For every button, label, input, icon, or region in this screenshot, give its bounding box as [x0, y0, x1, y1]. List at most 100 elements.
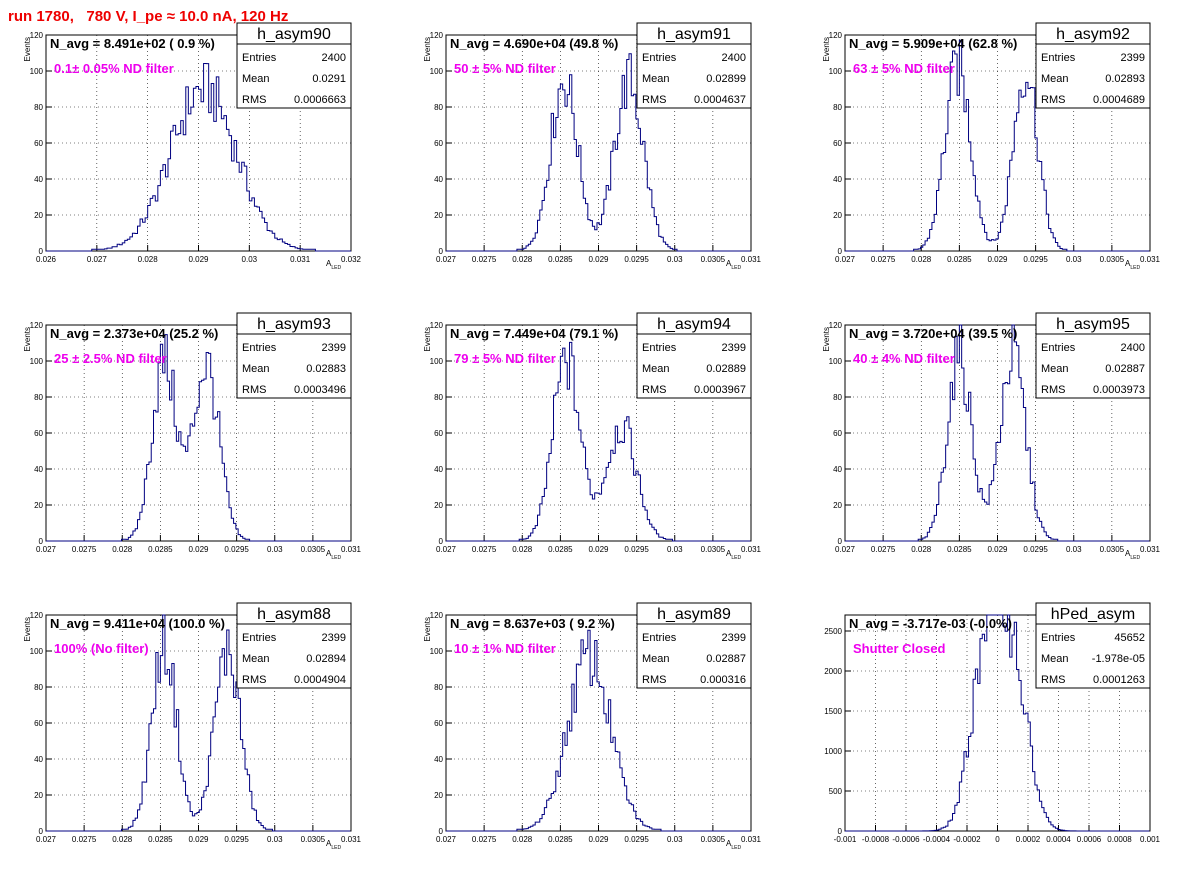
y-tick-label: 40 — [34, 755, 43, 764]
y-tick-label: 0 — [39, 247, 44, 256]
y-tick-label: 40 — [833, 465, 842, 474]
x-tick-label: 0.027 — [436, 255, 457, 264]
stats-key-entries: Entries — [1041, 52, 1076, 64]
filter-label: 79 ± 5% ND filter — [454, 351, 556, 366]
stats-key-entries: Entries — [242, 52, 277, 64]
stats-key-mean: Mean — [1041, 363, 1069, 375]
y-tick-label: 40 — [34, 465, 43, 474]
y-tick-label: 60 — [833, 139, 842, 148]
y-tick-label: 120 — [829, 31, 843, 40]
x-axis-label: ALED — [326, 549, 341, 561]
x-tick-label: 0.0285 — [148, 545, 173, 554]
stats-value-mean: 0.02889 — [706, 363, 746, 375]
filter-label: 50 ± 5% ND filter — [454, 61, 556, 76]
x-tick-label: 0.0305 — [1100, 545, 1125, 554]
histogram-panel-hPed_asym: -0.001 -0.0008 -0.0006 -0.0004 -0.0002 0 0.000… — [824, 602, 1161, 844]
x-tick-label: 0.027 — [36, 545, 57, 554]
x-tick-label: -0.001 — [834, 835, 857, 844]
x-axis-label: ALED — [1125, 549, 1140, 561]
x-tick-label: 0.027 — [436, 835, 457, 844]
x-tick-label: 0.0295 — [1023, 255, 1048, 264]
stats-key-rms: RMS — [242, 384, 266, 396]
histogram-panel-h_asym94: 0.027 0.0275 0.028 0.0285 0.029 0.0295 0.03 0.0… — [423, 312, 762, 561]
histogram-name: h_asym89 — [657, 606, 731, 623]
y-tick-label: 100 — [430, 647, 444, 656]
x-tick-label: 0.0285 — [548, 255, 573, 264]
x-tick-label: 0.0275 — [472, 545, 497, 554]
x-tick-label: 0.028 — [112, 545, 133, 554]
stats-value-entries: 2399 — [1121, 52, 1145, 64]
stats-key-mean: Mean — [242, 653, 270, 665]
x-tick-label: 0.03 — [1066, 545, 1082, 554]
y-tick-label: 20 — [34, 211, 43, 220]
histogram-name: h_asym88 — [257, 606, 331, 623]
histogram-bars — [446, 53, 751, 252]
x-tick-label: 0 — [995, 835, 1000, 844]
stats-value-mean: -1.978e-05 — [1092, 653, 1145, 665]
y-tick-label: 60 — [833, 429, 842, 438]
y-tick-label: 80 — [434, 683, 443, 692]
x-tick-label: 0.031 — [290, 255, 311, 264]
y-tick-label: 80 — [833, 103, 842, 112]
y-tick-label: 120 — [430, 321, 444, 330]
y-tick-label: 120 — [430, 31, 444, 40]
y-tick-label: 100 — [30, 647, 44, 656]
x-tick-label: 0.0006 — [1077, 835, 1102, 844]
x-tick-label: 0.031 — [341, 545, 362, 554]
y-tick-label: 0 — [39, 537, 44, 546]
stats-value-rms: 0.0006663 — [294, 94, 346, 106]
y-tick-label: 120 — [829, 321, 843, 330]
x-tick-label: 0.031 — [341, 835, 362, 844]
stats-value-entries: 2399 — [322, 632, 346, 644]
stats-value-rms: 0.0004904 — [294, 674, 346, 686]
x-axis-label: ALED — [1125, 259, 1140, 271]
stats-value-mean: 0.0291 — [312, 73, 346, 85]
stats-box — [1035, 22, 1151, 109]
stats-key-mean: Mean — [1041, 653, 1069, 665]
histogram-bars — [46, 614, 351, 832]
x-tick-label: 0.031 — [741, 835, 762, 844]
histogram-panel-h_asym90: 0.026 0.027 0.028 0.029 0.03 0.031 0.032 0 20 40 6… — [23, 22, 362, 271]
y-tick-label: 60 — [434, 139, 443, 148]
y-tick-label: 20 — [833, 211, 842, 220]
stats-key-mean: Mean — [642, 653, 670, 665]
y-tick-label: 0 — [439, 537, 444, 546]
stats-key-entries: Entries — [1041, 342, 1076, 354]
x-tick-label: 0.029 — [588, 835, 609, 844]
filter-label: 63 ± 5% ND filter — [853, 61, 955, 76]
stats-value-entries: 2399 — [322, 342, 346, 354]
stats-value-entries: 45652 — [1114, 632, 1145, 644]
navg-label: N_avg = 5.909e+04 (62.8 %) — [849, 36, 1017, 51]
y-tick-label: 80 — [34, 393, 43, 402]
stats-key-rms: RMS — [1041, 384, 1065, 396]
x-tick-label: -0.0004 — [923, 835, 951, 844]
y-tick-label: 20 — [434, 791, 443, 800]
y-tick-label: 120 — [30, 321, 44, 330]
x-tick-label: -0.0006 — [892, 835, 920, 844]
x-tick-label: 0.0305 — [301, 545, 326, 554]
histogram-panel-h_asym92: 0.027 0.0275 0.028 0.0285 0.029 0.0295 0.03 0.0… — [822, 22, 1161, 271]
y-tick-label: 100 — [829, 67, 843, 76]
x-tick-label: 0.029 — [188, 255, 209, 264]
x-tick-label: 0.03 — [667, 255, 683, 264]
x-tick-label: 0.031 — [1140, 545, 1161, 554]
y-tick-label: 0 — [39, 827, 44, 836]
y-tick-label: 20 — [434, 501, 443, 510]
histogram-name: h_asym94 — [657, 316, 731, 333]
stats-key-rms: RMS — [1041, 94, 1065, 106]
x-tick-label: 0.031 — [741, 545, 762, 554]
stats-key-mean: Mean — [642, 73, 670, 85]
stats-box — [636, 22, 752, 109]
y-axis-label: Events — [423, 617, 432, 641]
x-tick-label: 0.0295 — [224, 545, 249, 554]
x-tick-label: 0.028 — [512, 835, 533, 844]
x-tick-label: 0.0275 — [472, 255, 497, 264]
x-tick-label: 0.03 — [1066, 255, 1082, 264]
histogram-name: h_asym91 — [657, 26, 731, 43]
navg-label: N_avg = 3.720e+04 (39.5 %) — [849, 326, 1017, 341]
stats-key-rms: RMS — [242, 94, 266, 106]
y-tick-label: 500 — [829, 787, 843, 796]
x-tick-label: 0.0295 — [624, 545, 649, 554]
y-tick-label: 100 — [829, 357, 843, 366]
y-tick-label: 20 — [434, 211, 443, 220]
